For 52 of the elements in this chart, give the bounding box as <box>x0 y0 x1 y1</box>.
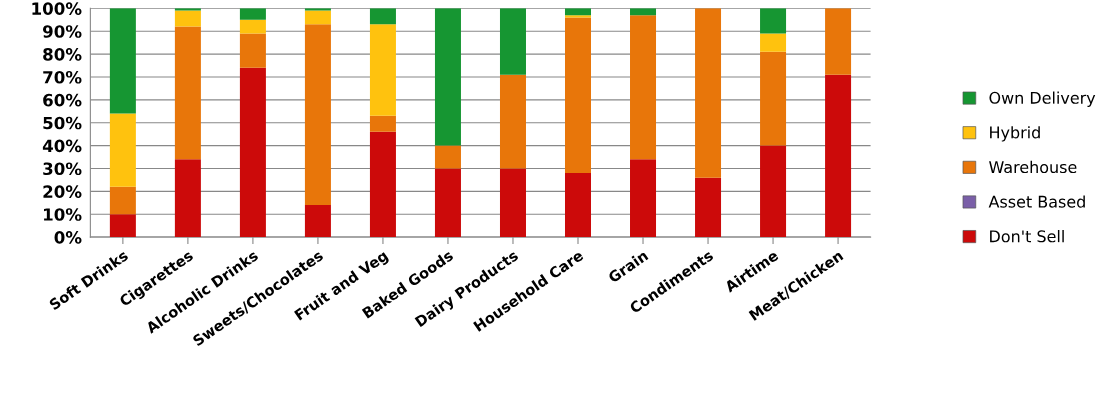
bar <box>239 8 266 20</box>
bar <box>174 26 201 160</box>
y-tick-label: 50% <box>43 116 82 130</box>
bar <box>174 159 201 238</box>
bar <box>434 8 461 146</box>
y-tick-label: 10% <box>44 208 82 221</box>
bar <box>434 145 461 169</box>
y-tick-label: 30% <box>43 162 82 176</box>
bar <box>695 8 722 178</box>
bar <box>369 24 396 116</box>
bar <box>760 8 787 34</box>
y-tick-label: 70% <box>43 70 82 84</box>
bar <box>174 10 201 27</box>
bar <box>369 8 396 25</box>
legend-label: Hybrid <box>990 126 1040 142</box>
bar <box>499 8 526 75</box>
bar <box>109 113 136 187</box>
bar <box>109 186 136 215</box>
bar <box>239 67 266 238</box>
legend-label: Don't Sell <box>990 230 1064 243</box>
bar <box>434 168 461 238</box>
bar <box>499 74 526 169</box>
bar <box>760 145 787 238</box>
bar <box>565 17 591 174</box>
bar <box>565 173 591 238</box>
legend-label: Asset Based <box>988 195 1085 208</box>
bar <box>304 10 331 25</box>
bar <box>109 214 136 238</box>
bar <box>239 33 266 68</box>
bar <box>369 115 396 132</box>
bar <box>630 159 657 238</box>
y-tick-label: 40% <box>42 139 82 153</box>
bar <box>499 168 526 238</box>
legend-label: Warehouse <box>989 160 1077 174</box>
bar <box>304 205 331 238</box>
bar <box>304 24 331 206</box>
bar <box>109 8 136 114</box>
bar <box>630 15 657 160</box>
bar <box>760 51 787 146</box>
y-tick-label: 20% <box>43 185 82 198</box>
bar <box>695 177 722 238</box>
bar <box>239 19 266 34</box>
bar <box>825 8 852 75</box>
y-tick-label: 100% <box>32 2 82 15</box>
y-tick-label: 60% <box>43 93 82 107</box>
y-tick-label: 80% <box>43 48 82 61</box>
y-tick-label: 90% <box>43 25 82 38</box>
bar <box>760 33 787 52</box>
y-tick-label: 0% <box>54 231 82 244</box>
bar <box>369 131 396 238</box>
legend-label: Own Delivery <box>989 91 1096 107</box>
bar <box>825 74 852 238</box>
